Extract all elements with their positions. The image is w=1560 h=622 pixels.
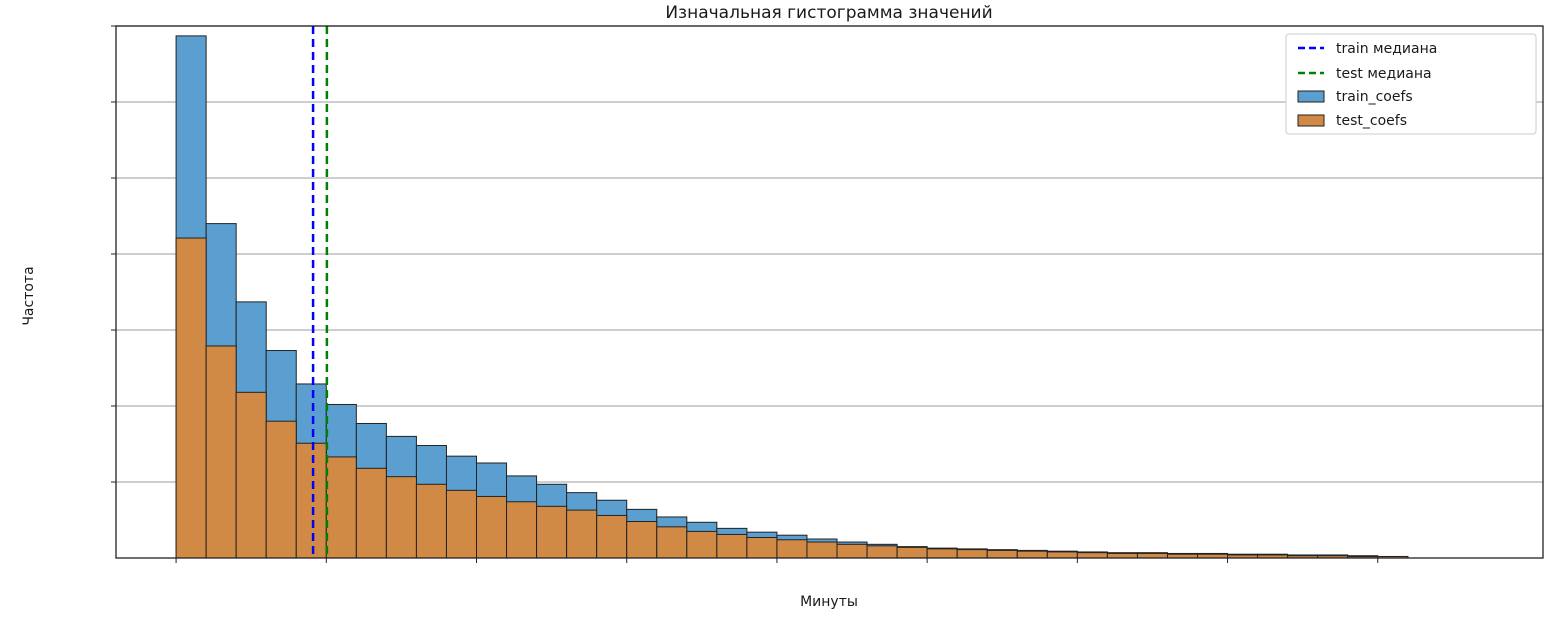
test-bar: [896, 546, 928, 559]
test-bar: [205, 345, 237, 559]
test-bar: [536, 505, 568, 559]
test-bar: [986, 549, 1018, 559]
legend-box: [1285, 33, 1537, 135]
test-bar: [1136, 552, 1168, 559]
test-bar: [686, 530, 718, 559]
test-bar: [1046, 551, 1078, 559]
test-bar: [235, 391, 267, 559]
test-bars: [175, 237, 1409, 559]
test-bar: [926, 548, 958, 559]
test-bar: [1106, 552, 1138, 559]
test-bar: [836, 543, 868, 559]
plot-frame: [115, 25, 1544, 559]
test-bar: [295, 442, 327, 559]
test-bar: [355, 467, 387, 559]
chart-title: Изначальная гистограмма значений: [665, 3, 992, 23]
test-bar: [265, 420, 297, 559]
test-bar: [445, 489, 478, 559]
test-bar: [806, 541, 838, 559]
test-bar: [866, 545, 898, 559]
test-bar: [415, 483, 447, 559]
test-bar: [175, 237, 207, 559]
legend: train медиана test медиана train_coefs t…: [1285, 33, 1537, 135]
test-bar: [476, 495, 508, 559]
y-ticks: [111, 25, 116, 483]
test-bar: [506, 501, 538, 559]
test-bar: [385, 476, 417, 559]
test-bar: [656, 526, 688, 559]
x-axis-label: Минуты: [800, 594, 858, 610]
legend-test-median-label: test медиана: [1336, 66, 1432, 82]
test-bar: [776, 539, 808, 559]
legend-train-median-label: train медиана: [1336, 41, 1437, 57]
test-bar: [956, 549, 988, 559]
test-bar: [626, 521, 658, 559]
test-bar: [566, 509, 598, 559]
legend-train-swatch: [1297, 90, 1325, 103]
legend-test-swatch: [1297, 114, 1325, 127]
x-ticks: [175, 558, 1379, 563]
y-axis-label: Частота: [21, 266, 37, 325]
test-bar: [716, 533, 748, 559]
test-bar: [1016, 550, 1048, 559]
test-bar: [325, 456, 357, 559]
legend-test-label: test_coefs: [1336, 113, 1407, 129]
test-bar: [1076, 552, 1108, 559]
legend-train-label: train_coefs: [1336, 89, 1413, 105]
test-bar: [746, 536, 778, 559]
test-bar: [596, 514, 628, 559]
median-lines: [311, 26, 329, 558]
